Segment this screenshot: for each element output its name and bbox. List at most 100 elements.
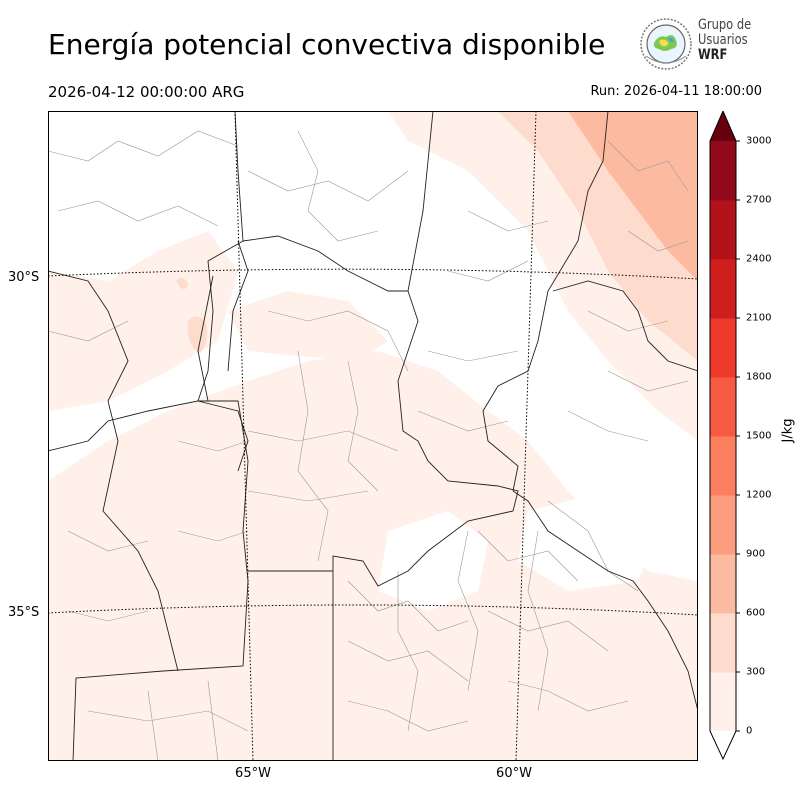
dept-line bbox=[67, 530, 149, 552]
colorbar-segment bbox=[710, 200, 736, 260]
province-line bbox=[197, 400, 249, 472]
dept-line bbox=[297, 350, 329, 562]
lat-line-35s bbox=[48, 604, 698, 616]
province-line bbox=[102, 400, 179, 672]
colorbar: 0 300 600 900 1200 1500 1800 2100 2400 2700 3000 J… bbox=[708, 111, 798, 761]
colorbar-segment bbox=[710, 259, 736, 319]
cape-area-south bbox=[48, 351, 698, 761]
colorbar-segment bbox=[710, 613, 736, 673]
colorbar-segment bbox=[710, 672, 736, 732]
colorbar-tick-label: 3000 bbox=[746, 135, 772, 147]
province-line bbox=[433, 111, 609, 492]
department-boundaries bbox=[48, 130, 689, 761]
colorbar-segment bbox=[710, 318, 736, 378]
colorbar-tick-label: 300 bbox=[746, 666, 766, 678]
dept-line bbox=[397, 571, 419, 732]
colorbar-unit: J/kg bbox=[780, 418, 796, 443]
dept-line bbox=[547, 500, 639, 592]
wrf-logo: Grupo de Usuarios WRF bbox=[638, 16, 768, 72]
map-frame bbox=[48, 111, 698, 761]
dept-line bbox=[527, 530, 549, 712]
cape-shading bbox=[48, 111, 698, 761]
logo-line-3: WRF bbox=[698, 47, 728, 63]
dept-line bbox=[427, 350, 519, 362]
dept-line bbox=[48, 130, 239, 162]
lat-line-30s bbox=[48, 268, 698, 280]
colorbar-tick-label: 1500 bbox=[746, 430, 772, 442]
dept-line bbox=[587, 310, 669, 332]
province-line bbox=[197, 275, 214, 402]
cape-blank-2 bbox=[518, 491, 658, 591]
dept-line bbox=[487, 610, 609, 652]
dept-line bbox=[177, 530, 249, 542]
colorbar-tick-label: 900 bbox=[746, 548, 766, 560]
graticule bbox=[48, 111, 698, 761]
colorbar-extend-min bbox=[710, 731, 736, 759]
dept-line bbox=[417, 410, 509, 432]
dept-line bbox=[607, 140, 689, 192]
lat-label-35s: 35°S bbox=[8, 605, 40, 620]
map-canvas bbox=[48, 111, 698, 761]
province-line bbox=[48, 270, 129, 402]
logo-text: Grupo de Usuarios WRF bbox=[698, 18, 751, 63]
dept-line bbox=[207, 680, 219, 761]
dept-line bbox=[567, 410, 649, 442]
logo-line-2: Usuarios bbox=[698, 32, 748, 48]
logo-line-1: Grupo de bbox=[698, 17, 752, 33]
dept-line bbox=[57, 200, 219, 227]
colorbar-segment bbox=[710, 141, 736, 201]
dept-line bbox=[67, 610, 149, 622]
dept-line bbox=[347, 700, 469, 732]
cape-area-west bbox=[48, 231, 238, 411]
dept-line bbox=[467, 210, 549, 232]
dept-line bbox=[177, 440, 249, 452]
dept-line bbox=[347, 360, 379, 492]
colorbar-segment bbox=[710, 377, 736, 437]
dept-line bbox=[347, 580, 469, 632]
colorbar-tick-label: 1200 bbox=[746, 489, 772, 501]
dept-line bbox=[447, 260, 529, 282]
map-panel bbox=[48, 111, 698, 761]
colorbar-tick-label: 1800 bbox=[746, 371, 772, 383]
province-line bbox=[227, 240, 249, 372]
colorbar-tick-label: 600 bbox=[746, 607, 766, 619]
lon-label-65w: 65°W bbox=[235, 766, 271, 781]
colorbar-segment bbox=[710, 436, 736, 496]
dept-line bbox=[267, 310, 409, 372]
province-boundaries bbox=[48, 111, 698, 761]
cape-area-small-2 bbox=[176, 277, 188, 290]
province-line bbox=[48, 111, 244, 452]
province-line bbox=[407, 111, 434, 292]
colorbar-segment bbox=[710, 495, 736, 555]
dept-line bbox=[347, 640, 469, 682]
colorbar-segment bbox=[710, 554, 736, 614]
colorbar-scale bbox=[709, 111, 740, 761]
dept-line bbox=[147, 690, 159, 761]
colorbar-tick-label: 2700 bbox=[746, 194, 772, 206]
dept-line bbox=[607, 370, 689, 392]
province-line bbox=[552, 280, 698, 372]
dept-line bbox=[247, 490, 369, 502]
lat-label-30s: 30°S bbox=[8, 270, 40, 285]
dept-line bbox=[507, 680, 629, 712]
cape-area-central bbox=[228, 291, 388, 361]
province-line bbox=[512, 490, 698, 712]
run-time: Run: 2026-04-11 18:00:00 bbox=[590, 84, 762, 99]
lon-label-60w: 60°W bbox=[496, 766, 532, 781]
colorbar-extend-max bbox=[710, 111, 736, 141]
dept-line bbox=[247, 430, 399, 452]
cape-area-high bbox=[568, 111, 698, 281]
valid-time: 2026-04-12 00:00:00 ARG bbox=[48, 83, 245, 101]
dept-line bbox=[297, 130, 379, 242]
cape-area-small-1 bbox=[187, 316, 208, 353]
dept-line bbox=[87, 710, 249, 732]
dept-line bbox=[627, 230, 689, 252]
globe-icon bbox=[640, 18, 692, 70]
cape-blank-1 bbox=[378, 511, 488, 611]
colorbar-tick-label: 2100 bbox=[746, 312, 772, 324]
dept-line bbox=[247, 170, 409, 202]
province-line bbox=[242, 235, 519, 761]
colorbar-tick-label: 2400 bbox=[746, 253, 772, 265]
dept-line bbox=[477, 530, 579, 582]
chart-title: Energía potencial convectiva disponible bbox=[48, 28, 606, 61]
